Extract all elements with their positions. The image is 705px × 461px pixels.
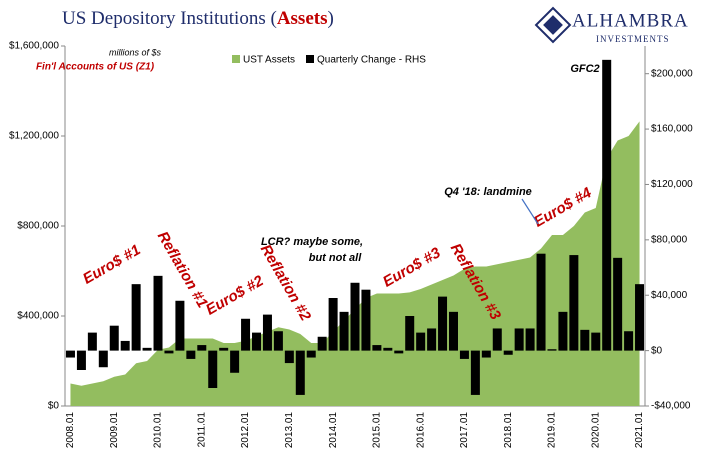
y-tick-label: $1,600,000 — [9, 41, 59, 52]
bar — [405, 316, 415, 351]
bar — [328, 298, 338, 351]
bar — [372, 345, 382, 351]
x-tick-label: 2020.01 — [590, 412, 601, 449]
logo-text: ALHAMBRA — [572, 10, 689, 31]
x-tick-label: 2010.01 — [153, 412, 164, 449]
annotation: but not all — [309, 252, 362, 264]
bar — [492, 328, 502, 351]
x-tick-label: 2017.01 — [459, 412, 470, 449]
bar — [219, 347, 229, 351]
x-tick-label: 2019.01 — [547, 412, 558, 449]
bar — [394, 350, 404, 354]
bar — [65, 350, 75, 358]
annotation: GFC2 — [570, 63, 599, 75]
chart-title: US Depository Institutions (Assets) — [62, 8, 334, 29]
bar — [87, 332, 97, 351]
bar — [547, 349, 557, 351]
y2-tick-label: $80,000 — [651, 234, 688, 245]
bar — [427, 328, 437, 351]
bar — [295, 350, 305, 395]
y-tick-label: $400,000 — [17, 311, 59, 322]
legend-label: UST Assets — [243, 55, 295, 66]
bar — [131, 284, 141, 351]
bar — [208, 350, 218, 388]
bar — [459, 350, 469, 359]
y2-tick-label: -$40,000 — [651, 401, 691, 412]
bar — [142, 347, 152, 351]
annotation: Reflation #2 — [257, 242, 315, 325]
bar — [153, 275, 163, 351]
x-tick-label: 2012.01 — [240, 412, 251, 449]
bar — [635, 284, 645, 351]
legend-swatch — [232, 55, 240, 63]
x-tick-label: 2018.01 — [503, 412, 514, 449]
annotation: Euro$ #2 — [203, 272, 267, 319]
annotation: Fin'l Accounts of US (Z1) — [36, 62, 155, 73]
bar — [438, 296, 448, 351]
bar — [503, 350, 513, 355]
bar — [306, 350, 316, 358]
bar — [361, 289, 371, 351]
y2-tick-label: $120,000 — [651, 179, 693, 190]
y2-tick-label: $40,000 — [651, 290, 688, 301]
annotation: LCR? maybe some, — [261, 236, 363, 248]
bar — [175, 300, 185, 351]
y2-tick-label: $200,000 — [651, 68, 693, 79]
bar — [120, 340, 130, 351]
bar — [230, 350, 240, 373]
bar — [164, 350, 174, 354]
annotation: Q4 '18: landmine — [444, 186, 532, 198]
bar — [514, 328, 524, 351]
bar — [481, 350, 491, 358]
bar — [273, 331, 283, 351]
x-tick-label: 2016.01 — [415, 412, 426, 449]
x-tick-label: 2014.01 — [328, 412, 339, 449]
bar — [109, 325, 119, 351]
x-tick-label: 2021.01 — [634, 412, 645, 449]
bar — [602, 59, 612, 351]
bar — [252, 332, 262, 351]
bar — [197, 345, 207, 351]
annotation: Euro$ #1 — [80, 241, 143, 287]
bar — [558, 311, 568, 351]
x-tick-label: 2009.01 — [109, 412, 120, 449]
y-tick-label: $800,000 — [17, 221, 59, 232]
bar — [525, 328, 535, 351]
bar — [613, 257, 623, 351]
bar — [284, 350, 294, 364]
legend-swatch — [306, 55, 314, 63]
y2-tick-label: $160,000 — [651, 124, 693, 135]
annotation-arrow — [521, 198, 539, 225]
bar — [591, 332, 601, 351]
logo-subtext: INVESTMENTS — [596, 34, 670, 44]
bar — [339, 311, 349, 351]
bar — [416, 332, 426, 351]
bar — [536, 253, 546, 351]
bar — [580, 329, 590, 351]
bar — [569, 255, 579, 351]
x-tick-label: 2011.01 — [196, 412, 207, 448]
x-tick-label: 2008.01 — [65, 412, 76, 449]
x-tick-label: 2013.01 — [284, 412, 295, 449]
annotation: millions of $s — [109, 47, 162, 57]
bar — [448, 311, 458, 351]
bar — [262, 314, 272, 351]
y2-tick-label: $0 — [651, 345, 663, 356]
bar — [317, 336, 327, 351]
legend-label: Quarterly Change - RHS — [317, 55, 426, 66]
bar — [470, 350, 480, 395]
y-tick-label: $1,200,000 — [9, 131, 59, 142]
bar — [241, 318, 251, 351]
bar — [350, 282, 360, 351]
logo-mark — [534, 6, 572, 44]
bar — [76, 350, 86, 370]
bar — [383, 347, 393, 351]
bar — [98, 350, 108, 368]
x-tick-label: 2015.01 — [372, 412, 383, 449]
y-tick-label: $0 — [48, 401, 60, 412]
bar — [624, 331, 634, 351]
bar — [186, 350, 196, 359]
